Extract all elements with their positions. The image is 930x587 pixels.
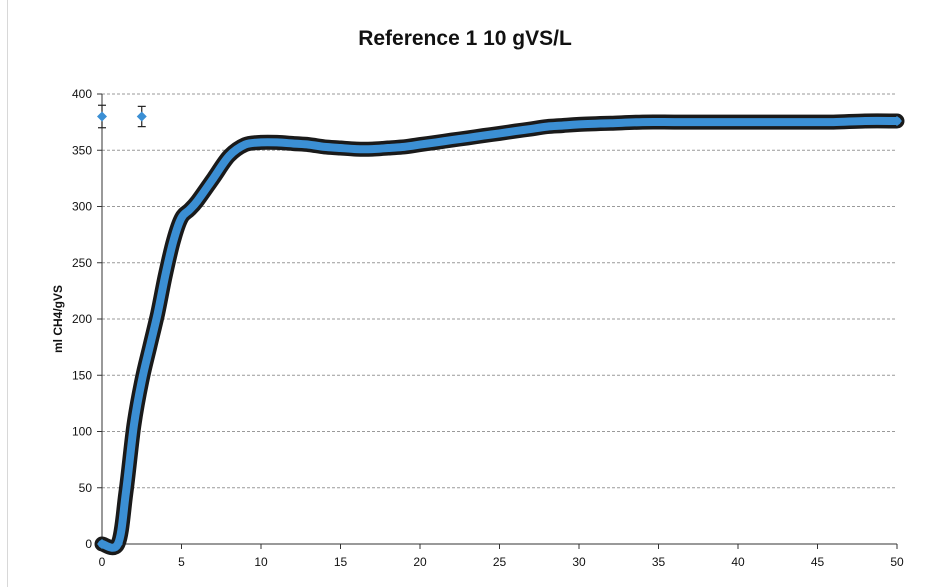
y-tick-label: 350 — [72, 143, 92, 157]
x-tick-label: 40 — [731, 555, 745, 569]
chart-title: Reference 1 10 gVS/L — [358, 27, 572, 50]
x-tick-label: 45 — [811, 555, 825, 569]
y-axis-label: ml CH4/gVS — [51, 285, 65, 353]
y-tick-label: 300 — [72, 200, 92, 214]
series-line — [98, 116, 901, 552]
y-tick-label: 100 — [72, 425, 92, 439]
series-layer — [94, 113, 905, 556]
x-tick-label: 0 — [99, 555, 106, 569]
error-point-marker — [97, 111, 107, 122]
x-tick-label: 35 — [652, 555, 666, 569]
y-tick-label: 400 — [72, 87, 92, 101]
series-point-marker — [112, 539, 123, 549]
axes — [97, 93, 898, 549]
gridlines — [102, 93, 897, 489]
error-point-marker — [136, 111, 147, 122]
left-border-line — [7, 0, 8, 587]
y-tick-label: 50 — [79, 481, 93, 495]
y-tick-label: 0 — [85, 537, 92, 551]
series-end-marker — [892, 116, 902, 126]
x-tick-label: 10 — [254, 555, 268, 569]
series-line-outline — [94, 113, 905, 556]
y-tick-label: 150 — [72, 368, 92, 382]
series-start-marker — [97, 539, 107, 549]
x-tick-label: 30 — [572, 555, 586, 569]
x-tick-label: 5 — [178, 555, 185, 569]
error-bar-markers — [97, 104, 147, 129]
x-tick-label: 50 — [890, 555, 904, 569]
y-tick-label: 250 — [72, 256, 92, 270]
tick-labels: 0 50 100 150 200 250 300 350 400 0 5 10 15 20 25 30 35 40… — [72, 87, 904, 569]
y-tick-label: 200 — [72, 312, 92, 326]
x-tick-label: 25 — [493, 555, 507, 569]
x-tick-label: 15 — [334, 555, 348, 569]
x-tick-label: 20 — [413, 555, 427, 569]
